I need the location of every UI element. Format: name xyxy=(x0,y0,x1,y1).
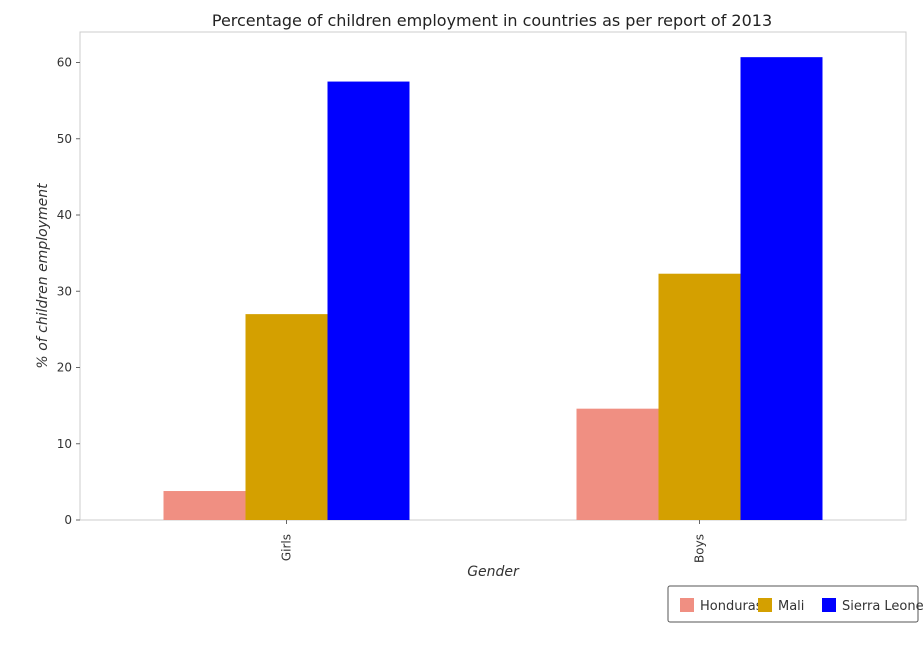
x-tick-label: Boys xyxy=(693,534,707,563)
y-tick-label: 30 xyxy=(57,284,72,298)
plot-border xyxy=(79,31,907,521)
y-tick-label: 40 xyxy=(57,208,72,222)
y-tick-label: 0 xyxy=(64,513,72,527)
x-tick-label: Girls xyxy=(280,534,294,561)
chart-title: Percentage of children employment in cou… xyxy=(212,11,772,30)
bar-mali-boys xyxy=(658,273,741,520)
bar-sierra-leone-girls xyxy=(327,81,410,520)
y-tick-label: 10 xyxy=(57,437,72,451)
y-tick-label: 20 xyxy=(57,361,72,375)
y-tick-label: 60 xyxy=(57,56,72,70)
y-axis-ticks: 0 10 20 30 40 50 60 xyxy=(57,56,80,527)
bar-mali-girls xyxy=(245,314,328,520)
legend: Honduras Mali Sierra Leone xyxy=(667,585,923,623)
legend-label: Honduras xyxy=(700,599,763,614)
y-tick-label: 50 xyxy=(57,132,72,146)
x-axis-label: Gender xyxy=(467,564,520,580)
legend-swatch xyxy=(680,598,694,612)
legend-label: Sierra Leone xyxy=(842,599,923,614)
x-axis-ticks: Girls Boys xyxy=(280,520,707,563)
legend-swatch xyxy=(758,598,772,612)
bar-sierra-leone-boys xyxy=(740,57,823,520)
bar-honduras-boys xyxy=(576,408,659,520)
legend-box xyxy=(667,585,919,623)
bar-honduras-girls xyxy=(163,491,246,520)
legend-swatch xyxy=(822,598,836,612)
y-axis-label: % of children employment xyxy=(35,183,51,369)
bars-group xyxy=(163,57,823,520)
legend-label: Mali xyxy=(778,599,804,614)
